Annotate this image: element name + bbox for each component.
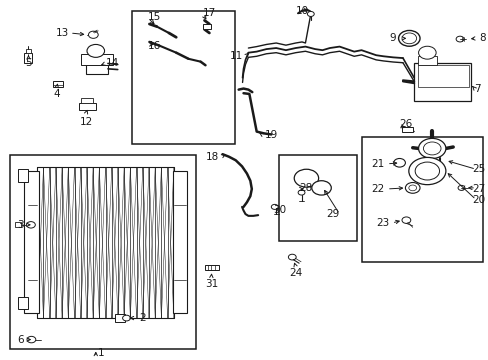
Circle shape [418,138,445,158]
Bar [37,167,173,318]
Bar [172,171,187,313]
Text: 31: 31 [204,279,218,289]
Bar [81,98,93,103]
Text: 25: 25 [471,164,485,174]
Text: 22: 22 [371,184,384,194]
Text: 30: 30 [272,206,285,216]
Text: 3: 3 [17,220,23,230]
Text: 4: 4 [53,89,60,99]
Circle shape [298,190,305,195]
Circle shape [294,169,318,187]
Bar [53,81,63,87]
Bar [18,169,27,182]
Bar [417,65,468,87]
Bar [81,54,113,65]
Circle shape [88,31,98,39]
Circle shape [393,158,405,167]
Text: 29: 29 [325,209,339,219]
Text: 18: 18 [205,152,219,162]
Text: 16: 16 [148,41,161,50]
Text: 26: 26 [399,120,412,129]
Bar [86,62,108,74]
Bar [10,155,195,348]
Text: 8: 8 [478,33,485,43]
Bar [413,63,470,101]
Circle shape [401,217,410,224]
Bar [24,53,32,63]
Text: 1: 1 [97,347,104,357]
Circle shape [408,157,445,185]
Circle shape [455,36,463,42]
Text: 13: 13 [56,28,69,38]
Text: 10: 10 [295,6,308,16]
Circle shape [87,44,104,57]
Text: 2: 2 [140,313,146,323]
Text: 14: 14 [105,58,119,68]
Circle shape [26,222,35,228]
Text: 7: 7 [473,84,480,94]
Bar [203,24,211,30]
Text: 6: 6 [18,334,24,345]
Bar [15,222,21,227]
Bar [278,155,356,241]
Text: 5: 5 [25,58,32,68]
Circle shape [401,33,416,44]
Bar [417,56,436,65]
Bar [132,12,234,144]
Bar [401,127,412,132]
Bar [361,137,483,262]
Bar [25,49,31,53]
Text: 11: 11 [230,51,243,61]
Bar [24,171,39,313]
Text: 21: 21 [371,159,384,169]
Bar [79,103,96,110]
Text: 20: 20 [472,195,485,205]
Circle shape [271,204,278,210]
Circle shape [418,46,435,59]
Text: 27: 27 [471,184,485,194]
Bar [204,265,219,270]
Text: 24: 24 [288,268,302,278]
Text: 17: 17 [203,8,216,18]
Text: 12: 12 [79,117,92,127]
Text: 9: 9 [388,33,395,43]
Text: 28: 28 [299,183,312,193]
Circle shape [414,162,439,180]
Circle shape [398,31,419,46]
Circle shape [311,181,330,195]
Text: 19: 19 [264,130,278,140]
Text: 23: 23 [376,218,389,228]
Circle shape [423,142,440,155]
Circle shape [408,185,416,191]
Text: 15: 15 [148,12,161,22]
Circle shape [405,183,419,193]
Circle shape [457,185,464,190]
Circle shape [122,315,130,321]
Bar [115,315,125,321]
Circle shape [27,336,36,343]
Circle shape [307,12,314,17]
Circle shape [288,254,296,260]
Bar [18,297,27,309]
